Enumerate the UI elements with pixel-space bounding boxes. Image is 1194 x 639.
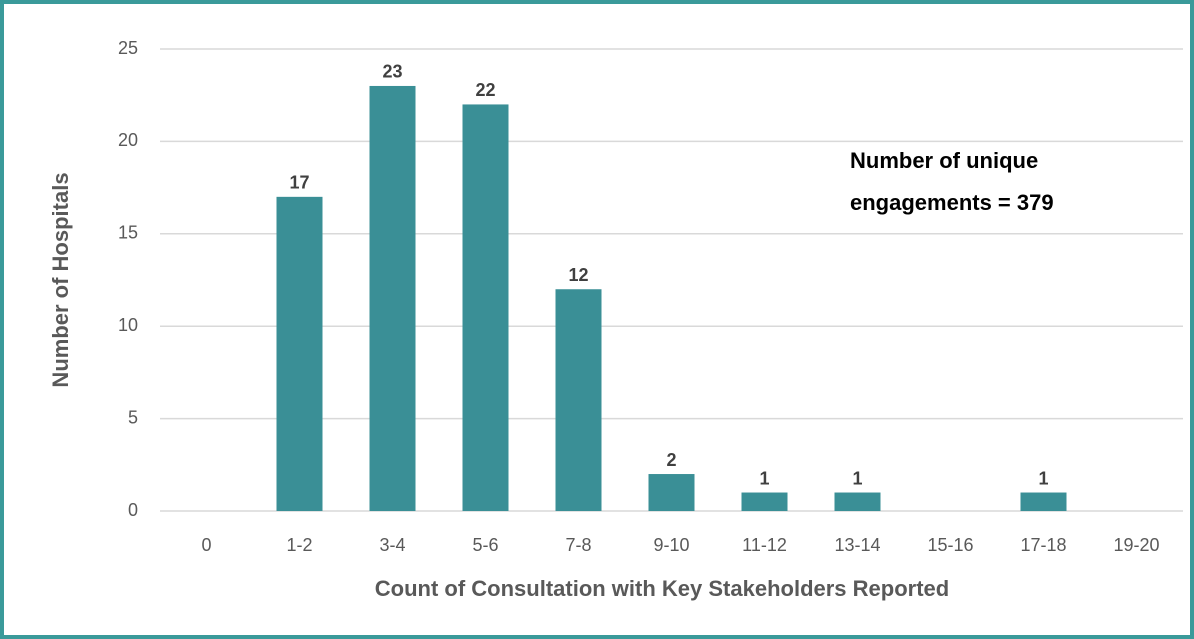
bar bbox=[648, 474, 695, 511]
data-label: 22 bbox=[475, 80, 495, 100]
y-tick-label: 15 bbox=[118, 223, 138, 243]
x-tick-label: 13-14 bbox=[834, 535, 880, 555]
data-label: 1 bbox=[1038, 468, 1048, 488]
annotation: engagements = 379 bbox=[850, 190, 1054, 215]
y-tick-label: 5 bbox=[128, 407, 138, 427]
x-axis-title: Count of Consultation with Key Stakehold… bbox=[375, 576, 949, 601]
x-tick-label: 3-4 bbox=[379, 535, 405, 555]
y-tick-label: 10 bbox=[118, 315, 138, 335]
bar bbox=[834, 492, 881, 511]
annotation: Number of unique bbox=[850, 148, 1038, 173]
y-tick-label: 25 bbox=[118, 38, 138, 58]
x-tick-label: 5-6 bbox=[472, 535, 498, 555]
x-tick-label: 17-18 bbox=[1020, 535, 1066, 555]
bar bbox=[462, 104, 509, 511]
y-tick-label: 0 bbox=[128, 500, 138, 520]
data-label: 1 bbox=[759, 468, 769, 488]
bar bbox=[369, 85, 416, 512]
x-tick-label: 0 bbox=[201, 535, 211, 555]
bar bbox=[555, 289, 602, 511]
data-label: 12 bbox=[568, 265, 588, 285]
y-tick-label: 20 bbox=[118, 130, 138, 150]
data-label: 2 bbox=[666, 450, 676, 470]
x-tick-label: 19-20 bbox=[1113, 535, 1159, 555]
bar bbox=[276, 196, 323, 511]
x-tick-label: 9-10 bbox=[653, 535, 689, 555]
bar bbox=[1020, 492, 1067, 511]
x-tick-label: 1-2 bbox=[286, 535, 312, 555]
x-tick-label: 7-8 bbox=[565, 535, 591, 555]
x-tick-label: 11-12 bbox=[742, 535, 787, 555]
bar bbox=[741, 492, 788, 511]
y-axis-title: Number of Hospitals bbox=[48, 172, 73, 387]
x-tick-label: 15-16 bbox=[927, 535, 973, 555]
data-label: 23 bbox=[382, 62, 402, 82]
data-label: 1 bbox=[852, 468, 862, 488]
data-label: 17 bbox=[289, 173, 309, 193]
